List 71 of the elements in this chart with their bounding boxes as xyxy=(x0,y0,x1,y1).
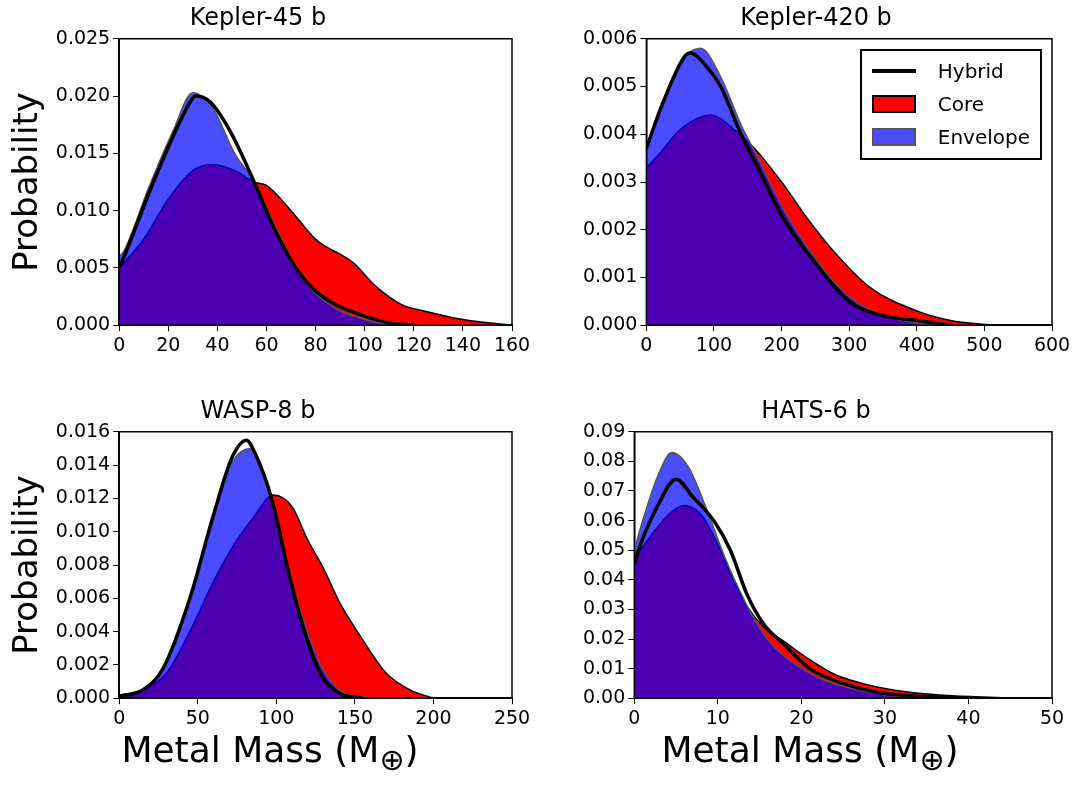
y-tick-label: 0.06 xyxy=(582,507,626,530)
y-tick-label: 0.004 xyxy=(55,618,111,641)
x-tick-label: 0 xyxy=(113,332,126,355)
y-tick-label: 0.020 xyxy=(55,83,111,106)
y-tick-label: 0.008 xyxy=(55,551,111,574)
x-tick-label: 100 xyxy=(258,705,295,728)
x-axis-title: Metal Mass (M$_{⊕}$) xyxy=(660,729,960,778)
y-tick-label: 0.001 xyxy=(582,264,638,287)
x-tick-label: 120 xyxy=(395,332,432,355)
x-tick-label: 250 xyxy=(493,705,531,728)
y-tick-label: 0.002 xyxy=(55,651,111,674)
x-tick-label: 400 xyxy=(898,332,935,355)
x-tick-label: 20 xyxy=(156,332,181,355)
x-tick-label: 150 xyxy=(336,705,374,728)
y-tick-label: 0.000 xyxy=(582,312,638,335)
legend-label: Hybrid xyxy=(937,59,1004,84)
y-tick-label: 0.006 xyxy=(55,585,111,608)
y-tick-label: 0.010 xyxy=(55,197,111,220)
y-tick-label: 0.006 xyxy=(582,25,638,48)
y-tick-label: 0.010 xyxy=(55,518,111,541)
x-tick-label: 0 xyxy=(628,705,641,728)
x-tick-label: 50 xyxy=(185,705,210,728)
chart-title: Kepler-45 b xyxy=(189,2,327,31)
x-tick-label: 0 xyxy=(113,705,126,728)
y-tick-label: 0.07 xyxy=(582,477,626,500)
x-tick-label: 40 xyxy=(205,332,230,355)
y-tick-label: 0.012 xyxy=(55,485,111,508)
x-tick-label: 600 xyxy=(1033,332,1071,355)
y-tick-label: 0.04 xyxy=(582,566,626,589)
x-tick-label: 40 xyxy=(956,705,981,728)
x-tick-label: 50 xyxy=(1039,705,1065,728)
y-tick-label: 0.003 xyxy=(582,168,638,191)
y-tick-label: 0.09 xyxy=(582,418,626,441)
y-tick-label: 0.000 xyxy=(55,685,111,708)
y-tick-label: 0.015 xyxy=(55,140,111,163)
y-tick-label: 0.05 xyxy=(582,537,626,560)
x-tick-label: 100 xyxy=(695,332,733,355)
x-tick-label: 60 xyxy=(254,332,279,355)
y-tick-label: 0.016 xyxy=(55,418,111,441)
y-axis-title: Probability xyxy=(5,475,46,655)
x-tick-label: 0 xyxy=(640,332,653,355)
x-tick-label: 140 xyxy=(444,332,482,355)
x-axis-title: Metal Mass (M$_{⊕}$) xyxy=(120,729,420,778)
y-tick-label: 0.08 xyxy=(582,448,626,471)
y-tick-label: 0.02 xyxy=(582,625,626,648)
x-tick-label: 80 xyxy=(303,332,328,355)
x-tick-label: 10 xyxy=(705,705,730,728)
chart-title: HATS-6 b xyxy=(761,395,871,424)
y-tick-label: 0.005 xyxy=(582,73,638,96)
x-tick-label: 20 xyxy=(789,705,814,728)
x-tick-label: 500 xyxy=(966,332,1003,355)
y-tick-label: 0.014 xyxy=(55,452,111,475)
y-tick-label: 0.00 xyxy=(582,685,626,708)
y-tick-label: 0.01 xyxy=(582,655,626,678)
x-tick-label: 300 xyxy=(831,332,868,355)
y-axis-title: Probability xyxy=(5,92,46,272)
x-tick-label: 100 xyxy=(346,332,383,355)
y-tick-label: 0.002 xyxy=(582,216,638,239)
y-tick-label: 0.025 xyxy=(55,25,111,48)
x-tick-label: 30 xyxy=(872,705,898,728)
x-tick-label: 200 xyxy=(763,332,800,355)
legend-label: Envelope xyxy=(937,125,1030,150)
chart-title: Kepler-420 b xyxy=(740,2,892,31)
y-tick-label: 0.005 xyxy=(55,254,111,277)
legend-label: Core xyxy=(937,92,985,117)
y-tick-label: 0.004 xyxy=(582,121,638,144)
y-tick-label: 0.000 xyxy=(55,312,111,335)
x-tick-label: 200 xyxy=(415,705,452,728)
chart-title: WASP-8 b xyxy=(200,395,316,424)
y-tick-label: 0.03 xyxy=(582,596,626,619)
x-tick-label: 160 xyxy=(493,332,531,355)
